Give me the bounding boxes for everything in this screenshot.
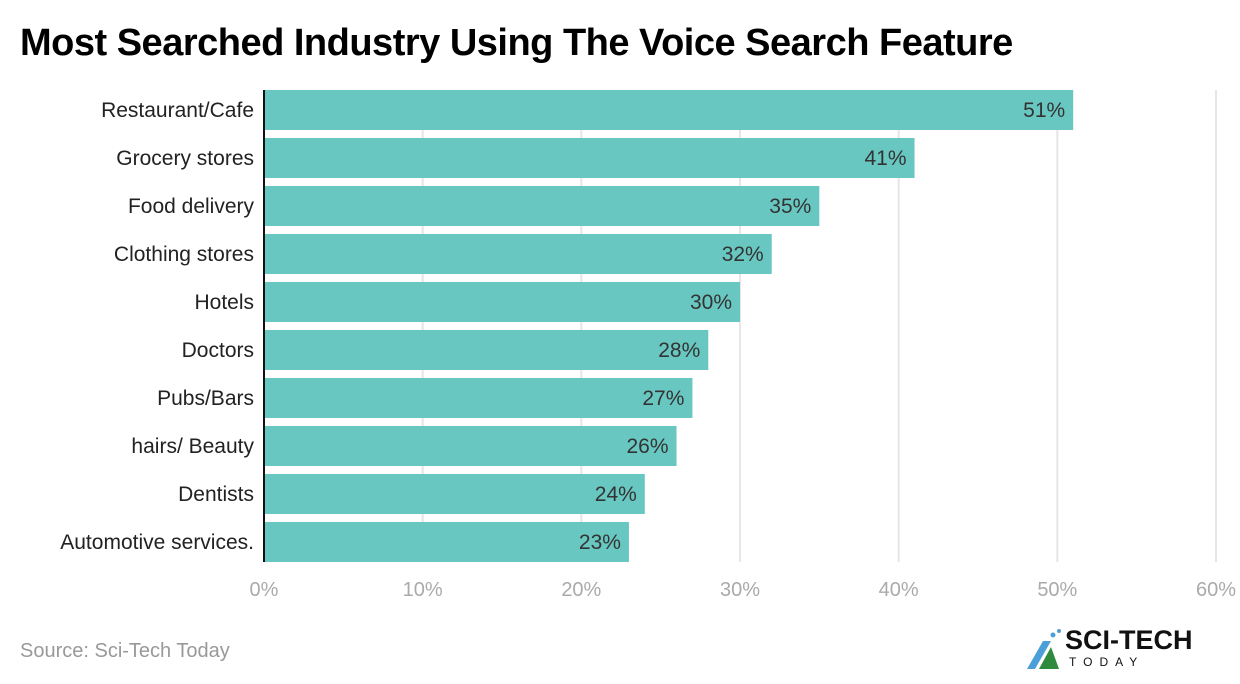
data-label: 35% xyxy=(769,195,811,218)
x-tick-label: 60% xyxy=(1196,579,1236,601)
category-label: Automotive services. xyxy=(60,531,254,554)
bar xyxy=(264,474,645,514)
category-label: Doctors xyxy=(182,339,254,362)
bar xyxy=(264,282,740,322)
source-note: Source: Sci-Tech Today xyxy=(20,640,230,662)
bar xyxy=(264,378,693,418)
data-label: 51% xyxy=(1023,99,1065,122)
bar xyxy=(264,138,915,178)
category-label: hairs/ Beauty xyxy=(131,435,254,458)
data-label: 23% xyxy=(579,531,621,554)
data-label: 24% xyxy=(595,483,637,506)
bar xyxy=(264,234,772,274)
category-label: Dentists xyxy=(178,483,254,506)
chart-title: Most Searched Industry Using The Voice S… xyxy=(20,22,1013,64)
category-label: Grocery stores xyxy=(116,147,254,170)
category-label: Pubs/Bars xyxy=(157,387,254,410)
x-tick-label: 30% xyxy=(720,579,760,601)
bar xyxy=(264,186,820,226)
bar xyxy=(264,522,629,562)
bar xyxy=(264,330,709,370)
category-label: Restaurant/Cafe xyxy=(101,99,254,122)
category-label: Food delivery xyxy=(128,195,255,218)
x-tick-label: 10% xyxy=(403,579,443,601)
data-label: 27% xyxy=(642,387,684,410)
data-label: 28% xyxy=(658,339,700,362)
logo-icon xyxy=(1027,629,1061,669)
data-label: 26% xyxy=(627,435,669,458)
x-tick-label: 50% xyxy=(1037,579,1077,601)
data-label: 30% xyxy=(690,291,732,314)
category-label: Hotels xyxy=(194,291,254,314)
category-label: Clothing stores xyxy=(114,243,254,266)
x-tick-label: 40% xyxy=(879,579,919,601)
data-label: 32% xyxy=(722,243,764,266)
bar xyxy=(264,426,677,466)
x-tick-label: 20% xyxy=(561,579,601,601)
data-label: 41% xyxy=(865,147,907,170)
bar xyxy=(264,90,1074,130)
x-tick-label: 0% xyxy=(250,579,279,601)
sci-tech-logo: SCI-TECH TODAY xyxy=(1025,625,1225,675)
